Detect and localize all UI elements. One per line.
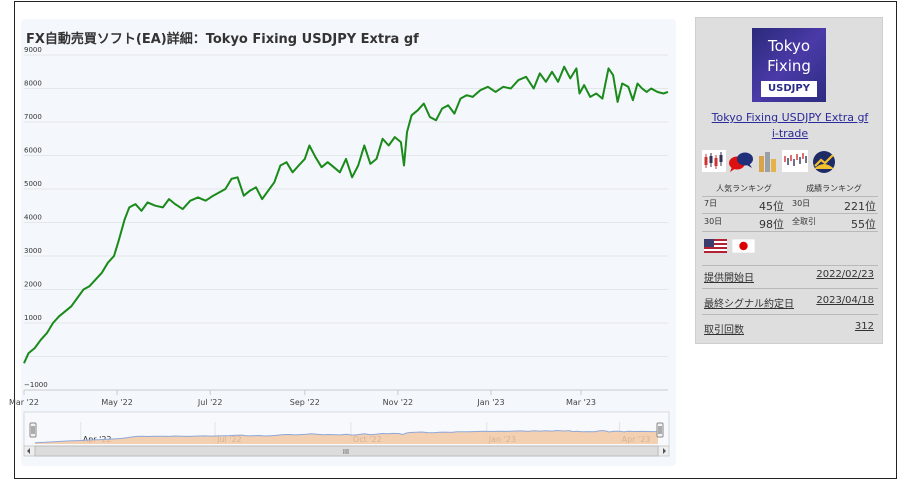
- info-divider: [702, 314, 878, 315]
- performance-period-1: 30日: [792, 199, 811, 208]
- logo-badge: USDJPY: [761, 81, 817, 97]
- performance-rank-1: 221位: [844, 200, 876, 213]
- last-signal-label[interactable]: 最終シグナル約定日: [704, 299, 794, 310]
- y-tick-label: 4000: [24, 214, 42, 222]
- x-tick-label: Mar '22: [9, 398, 39, 407]
- feature-icons: [702, 150, 880, 174]
- navigator-area: [35, 430, 658, 444]
- start-date-value[interactable]: 2022/02/23: [816, 269, 874, 280]
- logo-line2: Fixing: [767, 57, 811, 75]
- tick-chart-icon: [782, 150, 808, 172]
- navigator-handle[interactable]: [656, 422, 664, 438]
- popularity-period-2: 30日: [704, 217, 723, 226]
- y-tick-label: 7000: [24, 113, 42, 121]
- chart-series: [23, 65, 669, 364]
- x-axis: Mar '22 May '22 Jul '22 Sep '22 Nov '22 Jan '…: [9, 389, 668, 407]
- x-tick-label: Jul '22: [197, 398, 223, 407]
- popularity-ranking-title: 人気ランキング: [716, 184, 772, 193]
- us-flag-icon: [704, 239, 727, 253]
- x-tick-label: Nov '22: [383, 398, 414, 407]
- performance-period-2: 全取引: [792, 217, 816, 226]
- bar-columns-icon: [759, 152, 776, 172]
- trade-count-label[interactable]: 取引回数: [704, 325, 744, 336]
- start-date-label[interactable]: 提供開始日: [704, 273, 754, 284]
- equity-line: [23, 65, 669, 364]
- y-axis: 9000 8000 7000 6000 5000 4000 3000 2000 1000 −100…: [24, 46, 48, 389]
- scroll-right-arrow[interactable]: [663, 448, 666, 454]
- x-tick-label: Mar '23: [566, 398, 596, 407]
- ranking-divider: [702, 231, 878, 232]
- y-tick-label: 2000: [24, 281, 42, 289]
- scroll-left-arrow[interactable]: [27, 448, 30, 454]
- popularity-rank-2: 98位: [759, 218, 784, 231]
- info-divider: [702, 288, 878, 289]
- japan-flag-icon: [732, 239, 755, 253]
- trade-count-value[interactable]: 312: [854, 321, 874, 332]
- logo-line1: Tokyo: [768, 37, 810, 55]
- popularity-rank-1: 45位: [759, 200, 784, 213]
- chart-grid: [24, 54, 668, 391]
- y-tick-label: 9000: [24, 46, 42, 54]
- ranking-divider: [702, 213, 878, 214]
- ea-info-panel: Tokyo Fixing USDJPY Tokyo Fixing USDJPY …: [695, 17, 883, 344]
- x-tick-label: Jan '23: [476, 398, 504, 407]
- ranking-divider: [702, 196, 878, 197]
- x-tick-label: May '22: [101, 398, 132, 407]
- y-tick-label: 6000: [24, 147, 42, 155]
- ea-logo[interactable]: Tokyo Fixing USDJPY: [752, 28, 826, 102]
- navigator-handle[interactable]: [29, 422, 37, 438]
- navigator-line: [34, 429, 659, 444]
- candlestick-icon: [702, 150, 726, 172]
- developer-link[interactable]: i-trade: [771, 127, 809, 140]
- y-tick-label: 3000: [24, 247, 42, 255]
- y-tick-label: 1000: [24, 314, 42, 322]
- popularity-period-1: 7日: [704, 199, 718, 208]
- chart-panel: [21, 19, 676, 466]
- ea-name-link[interactable]: Tokyo Fixing USDJPY Extra gf: [711, 111, 869, 124]
- chart-title: FX自動売買ソフト(EA)詳細：Tokyo Fixing USDJPY Extr…: [26, 32, 419, 47]
- sunrise-trend-icon: [813, 151, 835, 173]
- navigator-scrollbar-thumb[interactable]: [34, 445, 659, 457]
- navigator-scrollbar-grip: III: [343, 448, 349, 456]
- performance-ranking-title: 成績ランキング: [806, 184, 862, 193]
- y-tick-label: −1000: [24, 381, 48, 389]
- performance-rank-2: 55位: [851, 218, 876, 231]
- last-signal-value[interactable]: 2023/04/18: [816, 295, 874, 306]
- speech-bubbles-icon: [729, 152, 753, 172]
- y-tick-label: 5000: [24, 180, 42, 188]
- info-divider: [702, 265, 878, 266]
- x-tick-label: Sep '22: [290, 398, 320, 407]
- y-tick-label: 8000: [24, 80, 42, 88]
